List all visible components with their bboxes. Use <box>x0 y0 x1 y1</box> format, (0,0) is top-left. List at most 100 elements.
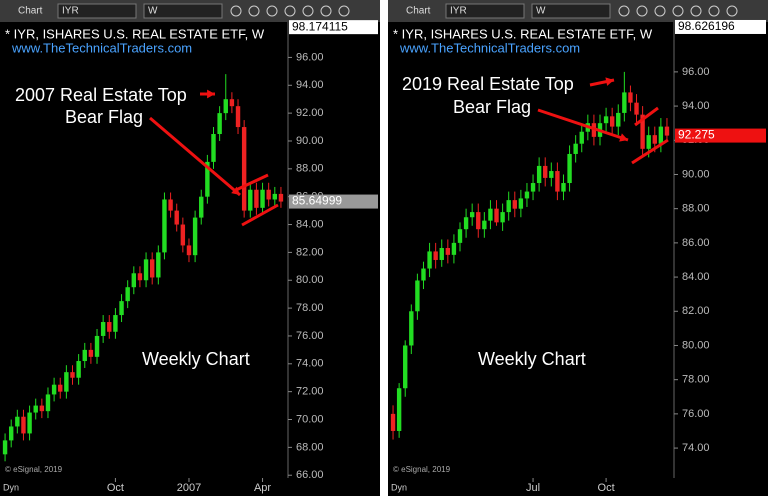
toolbar-icon[interactable] <box>690 5 702 17</box>
y-tick-label: 94.00 <box>296 79 324 91</box>
y-tick-label: 92.00 <box>296 107 324 119</box>
candle-body <box>217 113 222 135</box>
toolbar-icon[interactable] <box>230 5 242 17</box>
candle-body <box>100 322 106 336</box>
toolbar-icon[interactable] <box>248 5 260 17</box>
interval-input[interactable] <box>531 3 611 19</box>
toolbar-icon[interactable] <box>672 5 684 17</box>
y-tick-label: 80.00 <box>682 339 710 351</box>
y-tick-label: 94.00 <box>682 100 710 112</box>
candle-body <box>463 217 469 230</box>
toolbar-icon[interactable] <box>654 5 666 17</box>
candle-body <box>445 248 451 255</box>
candle-body <box>652 135 657 144</box>
toolbar-icon[interactable] <box>338 5 350 17</box>
price-tag-box <box>675 19 766 34</box>
candle-body <box>45 394 51 412</box>
y-tick-label: 84.00 <box>682 271 710 283</box>
red-arrowhead <box>231 186 240 195</box>
candle-body <box>113 315 118 332</box>
toolbar-icon[interactable] <box>266 5 278 17</box>
candle-body <box>512 200 517 209</box>
candle-body <box>51 384 57 395</box>
toolbar-label: Chart <box>406 6 431 17</box>
copyright: © eSignal, 2019 <box>5 465 63 474</box>
red-arrow <box>149 116 241 197</box>
candle-body <box>634 102 639 115</box>
red-arrowhead <box>605 77 614 86</box>
y-tick-label: 78.00 <box>682 374 710 386</box>
y-tick-label: 82.00 <box>682 305 710 317</box>
candle-body <box>254 189 259 208</box>
candle-body <box>543 165 548 178</box>
y-tick-label: 82.00 <box>296 246 324 258</box>
candle-body <box>640 114 645 149</box>
flag-line <box>631 138 669 165</box>
candle-body <box>266 189 271 200</box>
candle-body <box>229 99 235 107</box>
price-tag-label: 92.275 <box>678 128 715 142</box>
candle-body <box>433 251 438 260</box>
candle-body <box>119 301 124 316</box>
candle-body <box>205 161 210 197</box>
candle-body <box>58 384 63 392</box>
y-tick-label: 66.00 <box>296 469 324 481</box>
candle-body <box>451 242 457 255</box>
candle-body <box>27 412 32 434</box>
toolbar-icon[interactable] <box>618 5 630 17</box>
chart-subtitle: www.TheTechnicalTraders.com <box>11 40 192 55</box>
candle-body <box>469 212 475 218</box>
toolbar-icon[interactable] <box>320 5 332 17</box>
candle-body <box>390 413 396 431</box>
candle-body <box>409 311 414 346</box>
candle-body <box>536 165 542 184</box>
candle-body <box>664 126 670 136</box>
candle-body <box>421 268 426 281</box>
candle-body <box>223 99 228 114</box>
candle-body <box>506 200 511 213</box>
candle-body <box>524 191 530 199</box>
price-tag-label: 98.174115 <box>292 19 348 33</box>
chart-title: * IYR, ISHARES U.S. REAL ESTATE ETF, W <box>393 26 653 41</box>
candle-body <box>235 106 241 128</box>
candle-body <box>125 287 130 302</box>
candle-body <box>555 171 560 192</box>
toolbar-icon[interactable] <box>708 5 720 17</box>
x-tick-label: Apr <box>254 482 271 494</box>
copyright: © eSignal, 2019 <box>393 465 451 474</box>
candle-body <box>82 349 87 362</box>
candle-body <box>260 189 265 208</box>
candle-body <box>156 252 161 278</box>
candle-body <box>616 112 621 127</box>
candle-body <box>579 131 584 144</box>
candle-body <box>396 388 402 431</box>
symbol-input[interactable] <box>445 3 525 19</box>
candle-body <box>658 126 664 144</box>
candle-body <box>573 143 578 154</box>
chart-title: * IYR, ISHARES U.S. REAL ESTATE ETF, W <box>5 26 265 41</box>
toolbar-icon[interactable] <box>284 5 296 17</box>
symbol-input[interactable] <box>57 3 137 19</box>
toolbar-label: Chart <box>18 6 43 17</box>
candle-body <box>530 183 536 192</box>
candle-body <box>211 134 216 162</box>
candle-body <box>64 372 69 392</box>
toolbar-icon[interactable] <box>302 5 314 17</box>
candle-body <box>494 208 499 223</box>
candle-body <box>549 171 554 178</box>
y-tick-label: 70.00 <box>296 413 324 425</box>
candle-body <box>76 361 81 378</box>
panel-background <box>388 0 768 496</box>
candle-body <box>476 212 481 230</box>
y-tick-label: 90.00 <box>682 168 710 180</box>
annotation: 2007 Real Estate Top <box>15 85 187 105</box>
candle-body <box>70 372 75 378</box>
toolbar-icon[interactable] <box>726 5 738 17</box>
candle-body <box>628 92 633 103</box>
candle-body <box>15 416 20 427</box>
interval-value: W <box>148 6 158 17</box>
interval-input[interactable] <box>143 3 223 19</box>
price-tag-box <box>675 128 766 143</box>
toolbar-icon[interactable] <box>636 5 648 17</box>
candle-body <box>21 416 26 434</box>
